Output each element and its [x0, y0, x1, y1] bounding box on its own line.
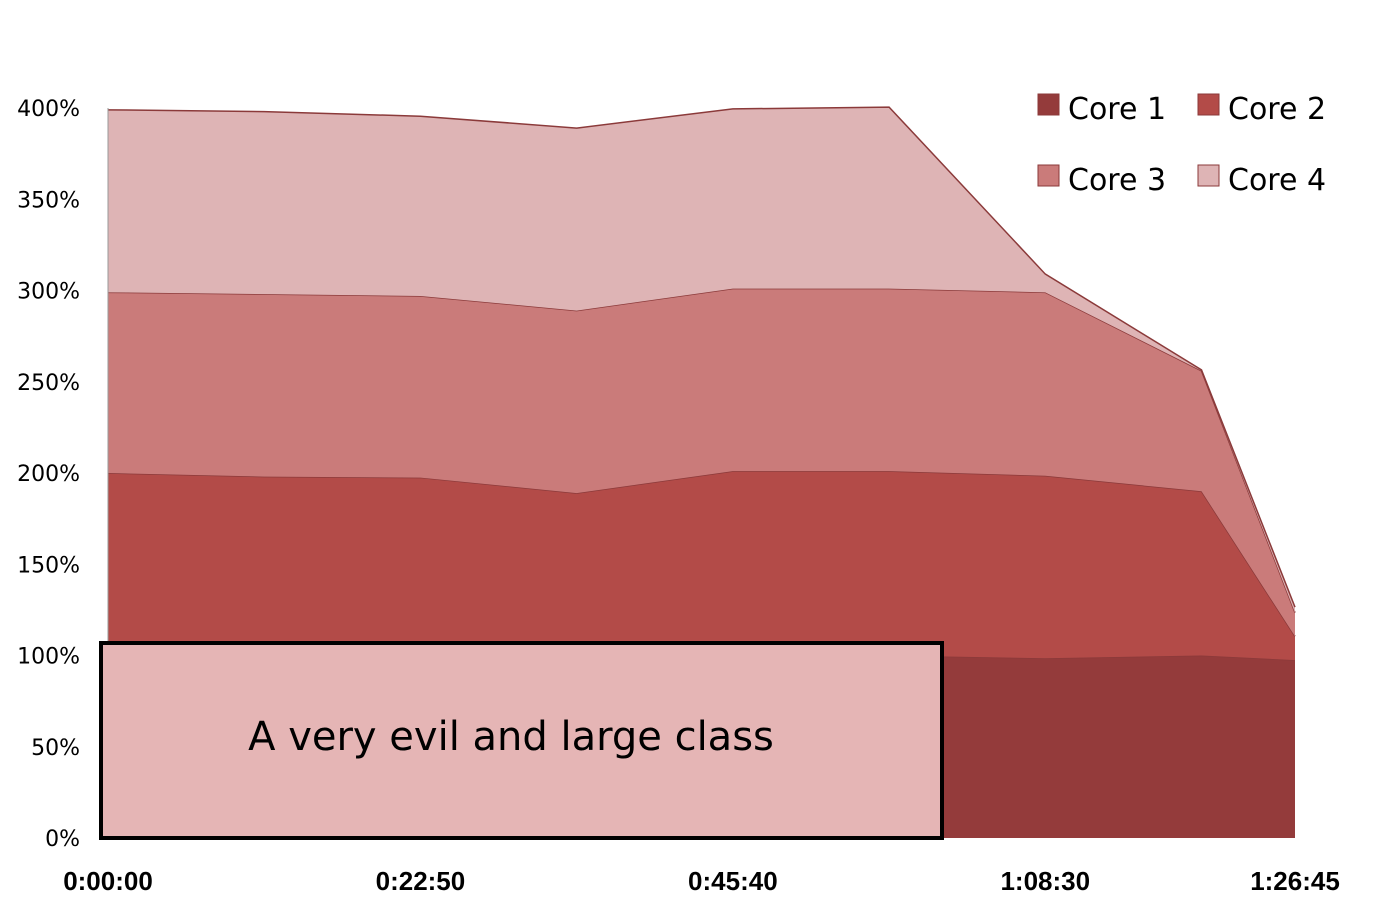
y-tick-label: 0% — [45, 827, 80, 852]
callout-background — [101, 643, 942, 838]
y-tick-label: 150% — [17, 553, 80, 578]
series-area-core-2 — [108, 471, 1295, 661]
y-tick-label: 300% — [17, 280, 80, 305]
legend-swatch-core-2 — [1197, 93, 1220, 116]
x-tick-label: 1:26:45 — [1250, 866, 1340, 896]
x-tick-label: 0:45:40 — [688, 866, 778, 896]
legend-swatch-core-4 — [1197, 164, 1220, 187]
x-tick-label: 1:08:30 — [1000, 866, 1090, 896]
y-tick-label: 50% — [31, 736, 80, 761]
callout-text: A very evil and large class — [248, 714, 774, 760]
legend-label-core-4: Core 4 — [1228, 163, 1326, 198]
legend-label-core-2: Core 2 — [1228, 92, 1326, 127]
x-tick-label: 0:00:00 — [63, 866, 153, 896]
legend-swatch-core-3 — [1037, 164, 1060, 187]
x-tick-label: 0:22:50 — [376, 866, 466, 896]
callout-box[interactable]: A very evil and large class — [99, 641, 944, 840]
callout-border — [99, 641, 944, 840]
y-axis-ticks: 0% 50% 100% 150% 200% 250% 300% 350% 400% — [17, 97, 80, 852]
legend-swatch-core-1 — [1037, 93, 1060, 116]
series-area-core-4 — [108, 107, 1295, 613]
y-tick-label: 250% — [17, 371, 80, 396]
y-tick-label: 100% — [17, 645, 80, 670]
legend-label-core-1: Core 1 — [1068, 92, 1166, 127]
series-area-core-3 — [108, 288, 1295, 637]
x-axis-ticks: 0:00:00 0:22:50 0:45:40 1:08:30 1:26:45 — [63, 866, 1340, 896]
legend-label-core-3: Core 3 — [1068, 163, 1166, 198]
y-tick-label: 350% — [17, 188, 80, 213]
y-tick-label: 400% — [17, 97, 80, 122]
y-tick-label: 200% — [17, 462, 80, 487]
legend: Core 1 Core 2 Core 3 Core 4 — [1037, 92, 1326, 198]
series-line-core-4 — [107, 106, 1296, 608]
